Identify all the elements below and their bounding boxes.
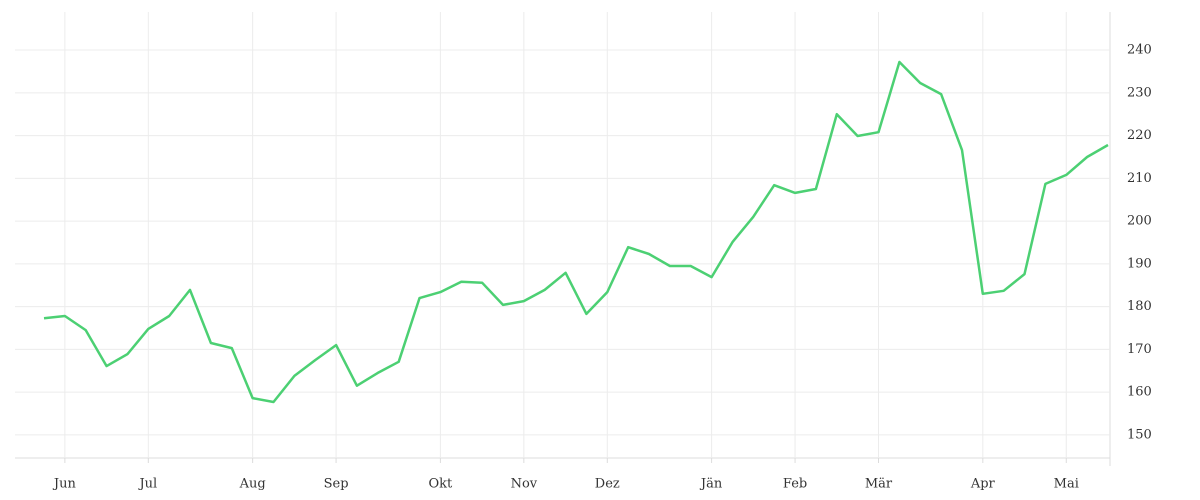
x-tick-label: Okt [429,477,454,492]
x-tick-label: Aug [239,477,266,492]
y-tick-label: 240 [1127,43,1152,58]
y-tick-label: 170 [1127,342,1152,357]
x-tick-label: Nov [511,477,538,492]
y-tick-label: 230 [1127,85,1152,100]
x-tick-label: Sep [324,477,349,492]
x-tick-label: Dez [595,477,620,492]
x-tick-label: Jun [52,477,77,492]
y-tick-label: 160 [1127,385,1152,400]
x-tick-label: Jul [137,477,157,492]
y-tick-label: 190 [1127,256,1152,271]
y-tick-label: 180 [1127,299,1152,314]
x-tick-label: Mai [1054,477,1079,492]
y-tick-label: 200 [1127,214,1152,229]
y-tick-label: 150 [1127,427,1152,442]
y-tick-label: 220 [1127,128,1152,143]
y-tick-label: 210 [1127,171,1152,186]
x-tick-label: Feb [783,477,807,492]
x-tick-label: Jän [699,477,723,492]
x-tick-label: Apr [970,477,996,492]
x-tick-label: Mär [865,477,893,492]
line [43,60,1109,404]
